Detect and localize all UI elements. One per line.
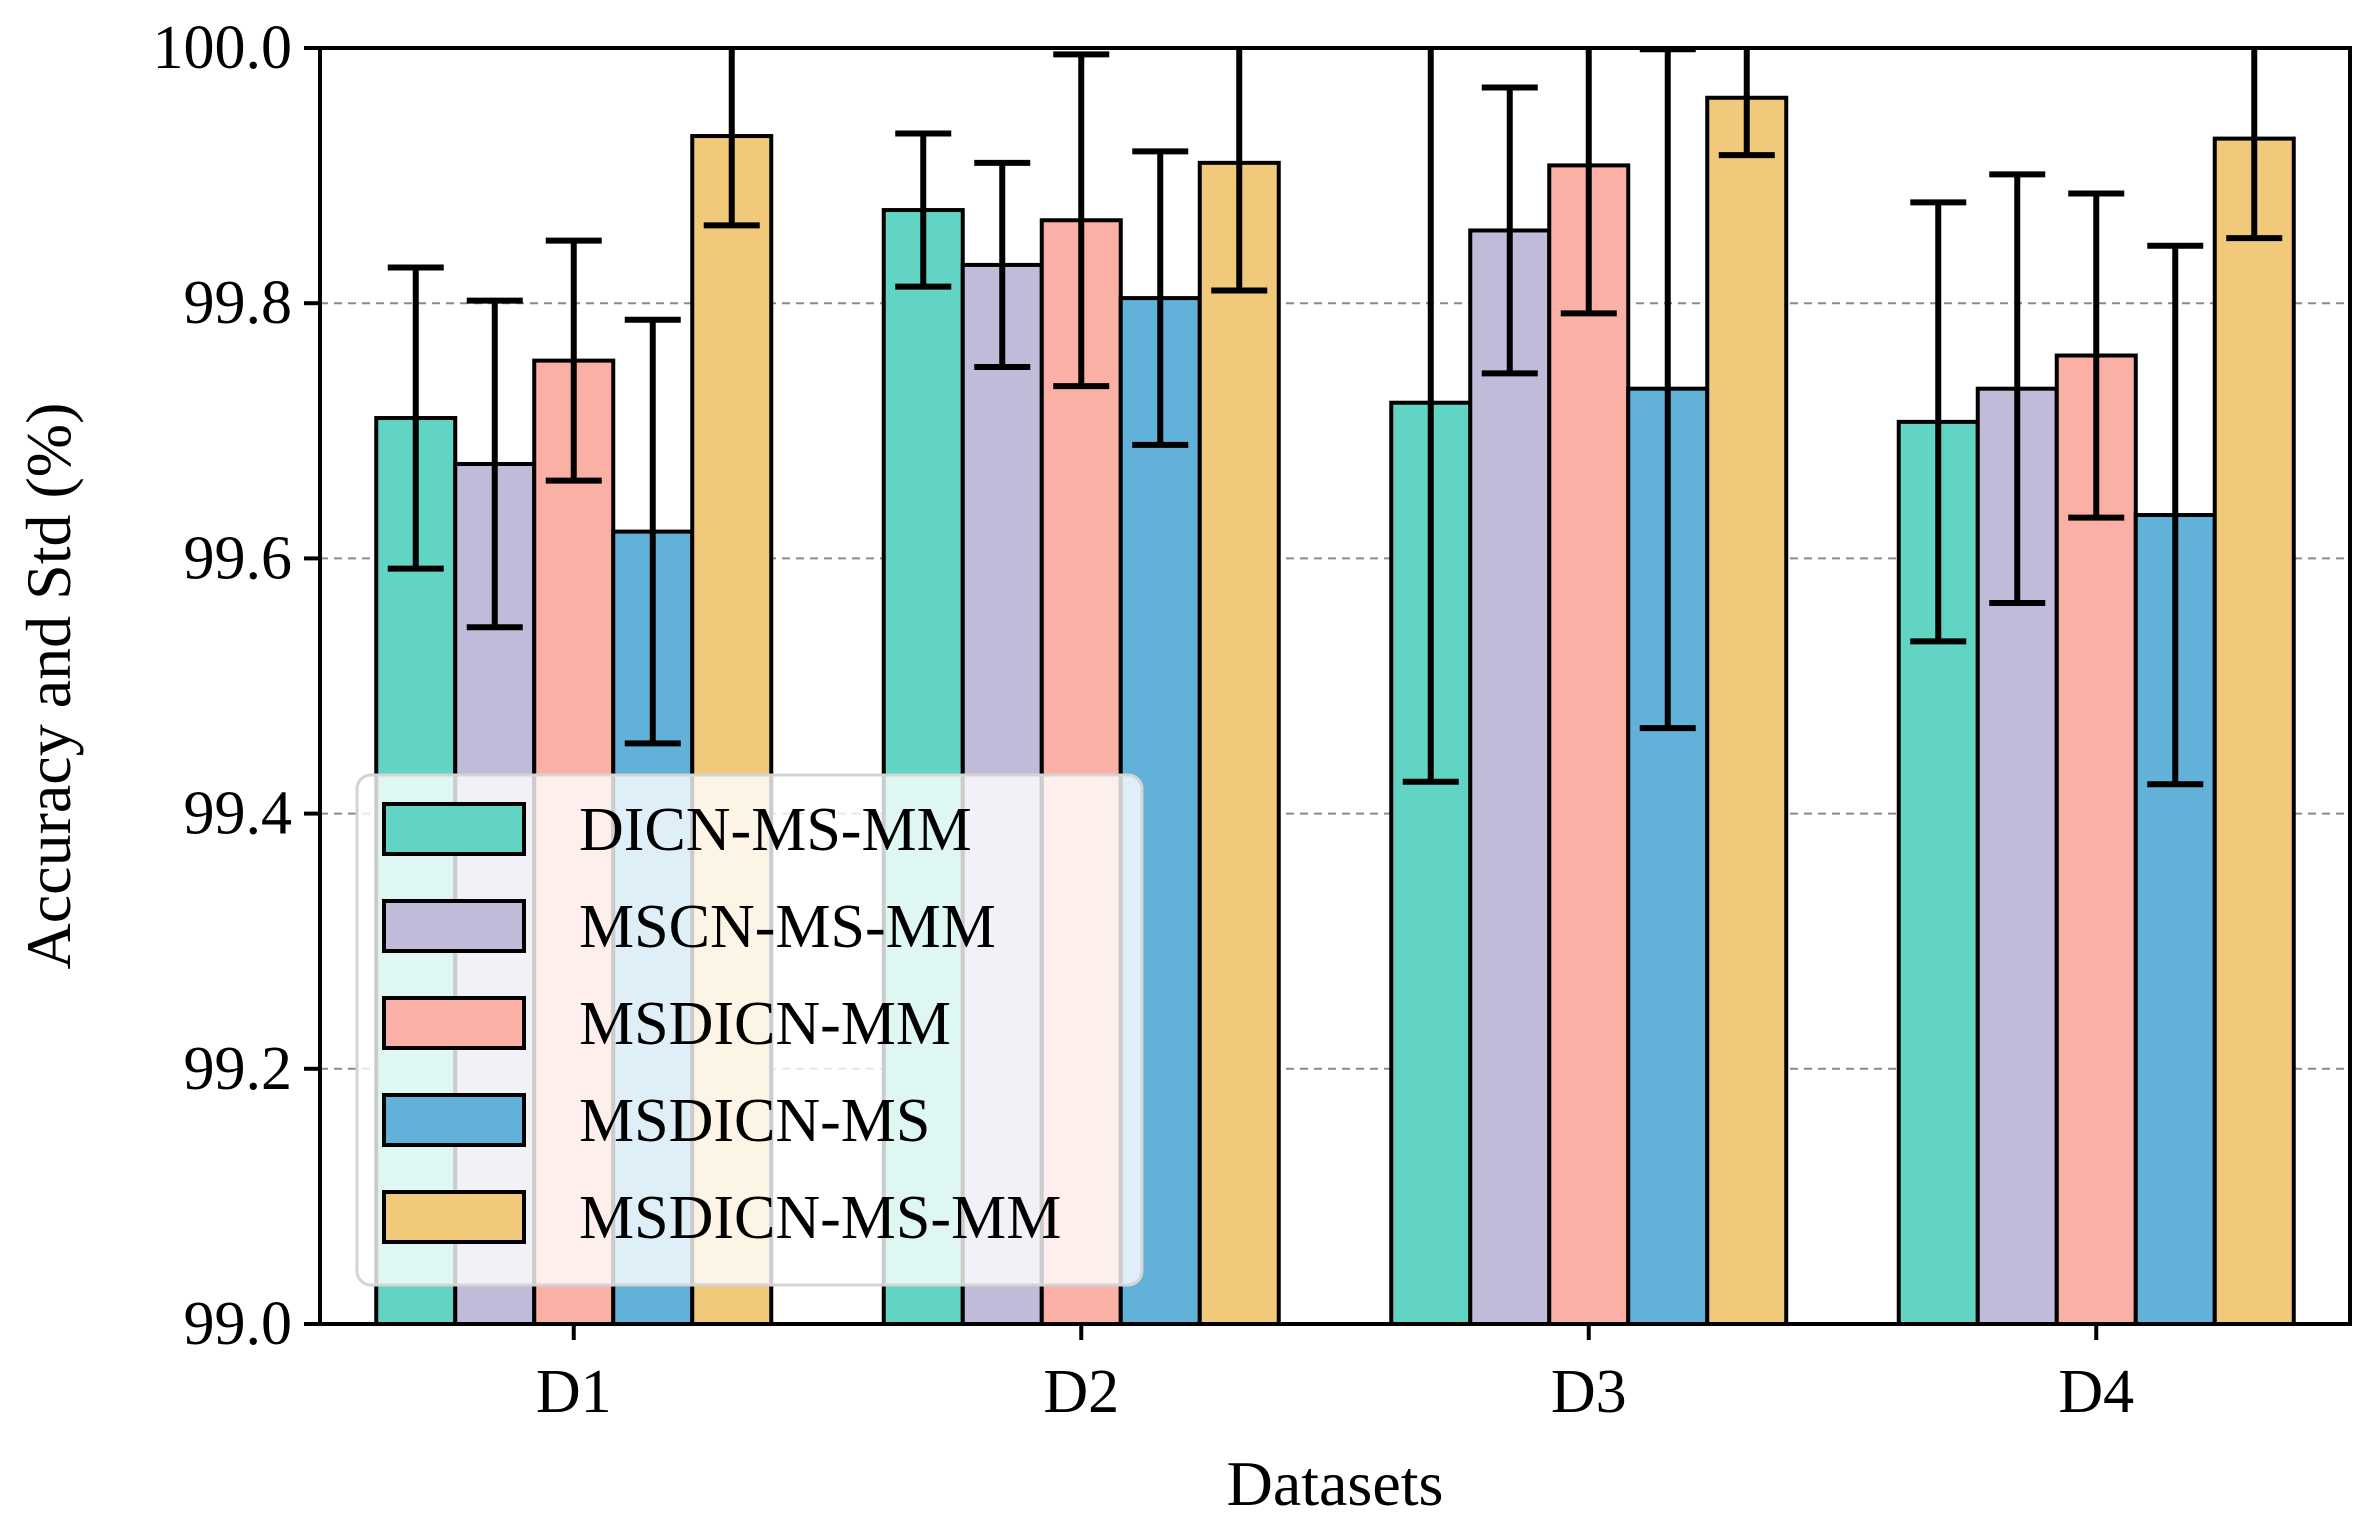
- bar: [1547, 163, 1631, 1324]
- bar: [1197, 160, 1281, 1324]
- y-tick-label: 100.0: [153, 14, 293, 82]
- error-bar: [2068, 190, 2125, 521]
- y-tick-label: 99.2: [184, 1035, 293, 1103]
- bar: [2212, 136, 2296, 1324]
- error-bar: [1910, 199, 1967, 645]
- x-axis-label: Datasets: [1227, 1448, 1444, 1519]
- x-tick-label: D2: [1043, 1358, 1119, 1426]
- error-bar: [387, 264, 444, 572]
- error-bar: [974, 159, 1031, 370]
- legend-label: MSDICN-MS-MM: [579, 1184, 1061, 1252]
- y-tick-label: 99.0: [184, 1290, 293, 1358]
- error-bar: [2226, 48, 2283, 242]
- x-tick-label: D1: [536, 1358, 612, 1426]
- x-axis: D1 D2 D3 D4: [536, 1324, 2134, 1426]
- y-tick-label: 99.8: [184, 269, 293, 337]
- legend-label: MSCN-MS-MM: [579, 893, 996, 961]
- x-tick-label: D3: [1551, 1358, 1627, 1426]
- error-bar: [466, 297, 523, 631]
- legend-swatch: [382, 996, 526, 1050]
- legend-swatch: [382, 1093, 526, 1147]
- error-bar: [1132, 148, 1189, 448]
- legend-box: [355, 773, 1144, 1287]
- error-bar: [1560, 48, 1617, 317]
- error-bar: [895, 130, 952, 290]
- x-tick-label: D4: [2058, 1358, 2134, 1426]
- error-bar: [624, 316, 681, 747]
- plot-frame: [318, 46, 2352, 1326]
- y-axis: 99.0 99.2 99.4 99.6 99.8 100.0: [153, 14, 320, 1358]
- error-bars: [387, 48, 2283, 788]
- error-bar: [1989, 171, 2046, 607]
- y-tick-label: 99.4: [184, 780, 293, 848]
- error-bar: [1402, 48, 1459, 785]
- error-bar: [1053, 51, 1110, 390]
- y-axis-label: Accuracy and Std (%): [13, 403, 84, 970]
- error-bar: [545, 237, 602, 484]
- error-bar: [1211, 48, 1268, 294]
- legend-label: MSDICN-MS: [579, 1087, 930, 1155]
- error-bar: [703, 48, 760, 229]
- legend-label: MSDICN-MM: [579, 990, 951, 1058]
- y-tick-label: 99.6: [184, 524, 293, 592]
- legend-swatch: [382, 899, 526, 953]
- bar: [1468, 228, 1552, 1324]
- error-bar: [1481, 84, 1538, 377]
- legend: DICN-MS-MM MSCN-MS-MM MSDICN-MM MSDICN-MS MS…: [355, 773, 1144, 1287]
- legend-swatch: [382, 1190, 526, 1244]
- legend-label: DICN-MS-MM: [579, 796, 972, 864]
- legend-swatch: [382, 802, 526, 856]
- error-bar: [1718, 48, 1775, 159]
- error-bar: [2147, 242, 2204, 788]
- bar: [1705, 95, 1789, 1324]
